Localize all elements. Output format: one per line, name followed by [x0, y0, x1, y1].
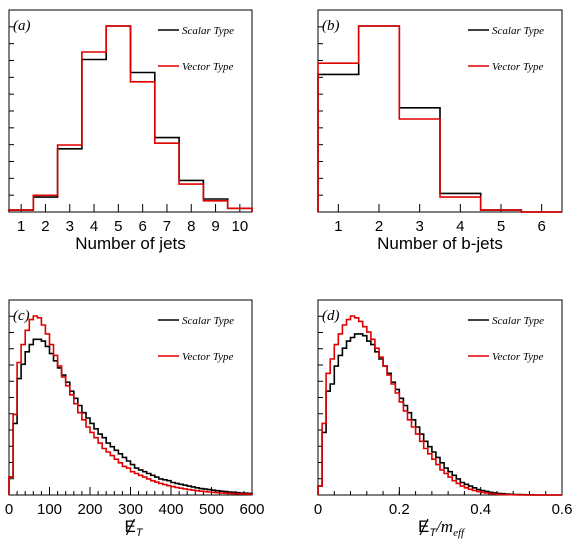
- x-tick-label: 0.4: [470, 501, 491, 518]
- x-axis-label: ET/meff: [418, 517, 466, 539]
- x-tick-label: 2: [375, 218, 383, 235]
- histogram-series-scalar: [8, 338, 253, 495]
- met-slash: [419, 518, 429, 536]
- x-tick-label: 0.6: [552, 501, 573, 518]
- legend-entry: Vector Type: [492, 351, 544, 363]
- x-tick-label: 0: [314, 501, 322, 518]
- x-tick-label: 500: [199, 501, 224, 518]
- x-tick-label: 1: [17, 218, 25, 235]
- histogram-series-vector: [8, 315, 253, 496]
- x-tick-label: 400: [158, 501, 183, 518]
- met-slash: [125, 518, 136, 536]
- histogram-series-vector: [317, 25, 562, 213]
- x-tick-label: 200: [77, 501, 102, 518]
- x-tick-label: 3: [415, 218, 423, 235]
- panel-label: (c): [13, 308, 30, 324]
- legend-entry: Scalar Type: [182, 25, 234, 37]
- x-tick-label: 8: [187, 218, 195, 235]
- x-tick-label: 0: [5, 501, 13, 518]
- x-tick-label: 100: [37, 501, 62, 518]
- x-tick-label: 2: [41, 218, 49, 235]
- x-axis-label: Number of b-jets: [377, 234, 503, 253]
- x-tick-label: 0.2: [389, 501, 410, 518]
- x-tick-label: 1: [334, 218, 342, 235]
- x-tick-label: 300: [118, 501, 143, 518]
- x-tick-label: 7: [163, 218, 171, 235]
- legend-entry: Scalar Type: [182, 315, 234, 327]
- x-tick-label: 600: [239, 501, 264, 518]
- x-tick-label: 5: [497, 218, 505, 235]
- x-axis-label: Number of jets: [75, 234, 186, 253]
- panel-label: (a): [13, 18, 31, 34]
- legend-entry: Scalar Type: [492, 25, 544, 37]
- legend-entry: Vector Type: [182, 61, 234, 73]
- histogram-series-vector: [8, 25, 253, 212]
- x-tick-label: 3: [66, 218, 74, 235]
- x-tick-label: 5: [114, 218, 122, 235]
- panel-label: (d): [322, 308, 340, 324]
- x-tick-label: 4: [456, 218, 464, 235]
- x-tick-label: 6: [138, 218, 146, 235]
- x-tick-label: 6: [537, 218, 545, 235]
- x-tick-label: 4: [90, 218, 98, 235]
- legend-entry: Scalar Type: [492, 315, 544, 327]
- legend-entry: Vector Type: [182, 351, 234, 363]
- x-tick-label: 10: [232, 218, 249, 235]
- x-tick-label: 9: [211, 218, 219, 235]
- histogram-series-vector: [317, 315, 562, 496]
- panel-label: (b): [322, 18, 340, 34]
- legend-entry: Vector Type: [492, 61, 544, 73]
